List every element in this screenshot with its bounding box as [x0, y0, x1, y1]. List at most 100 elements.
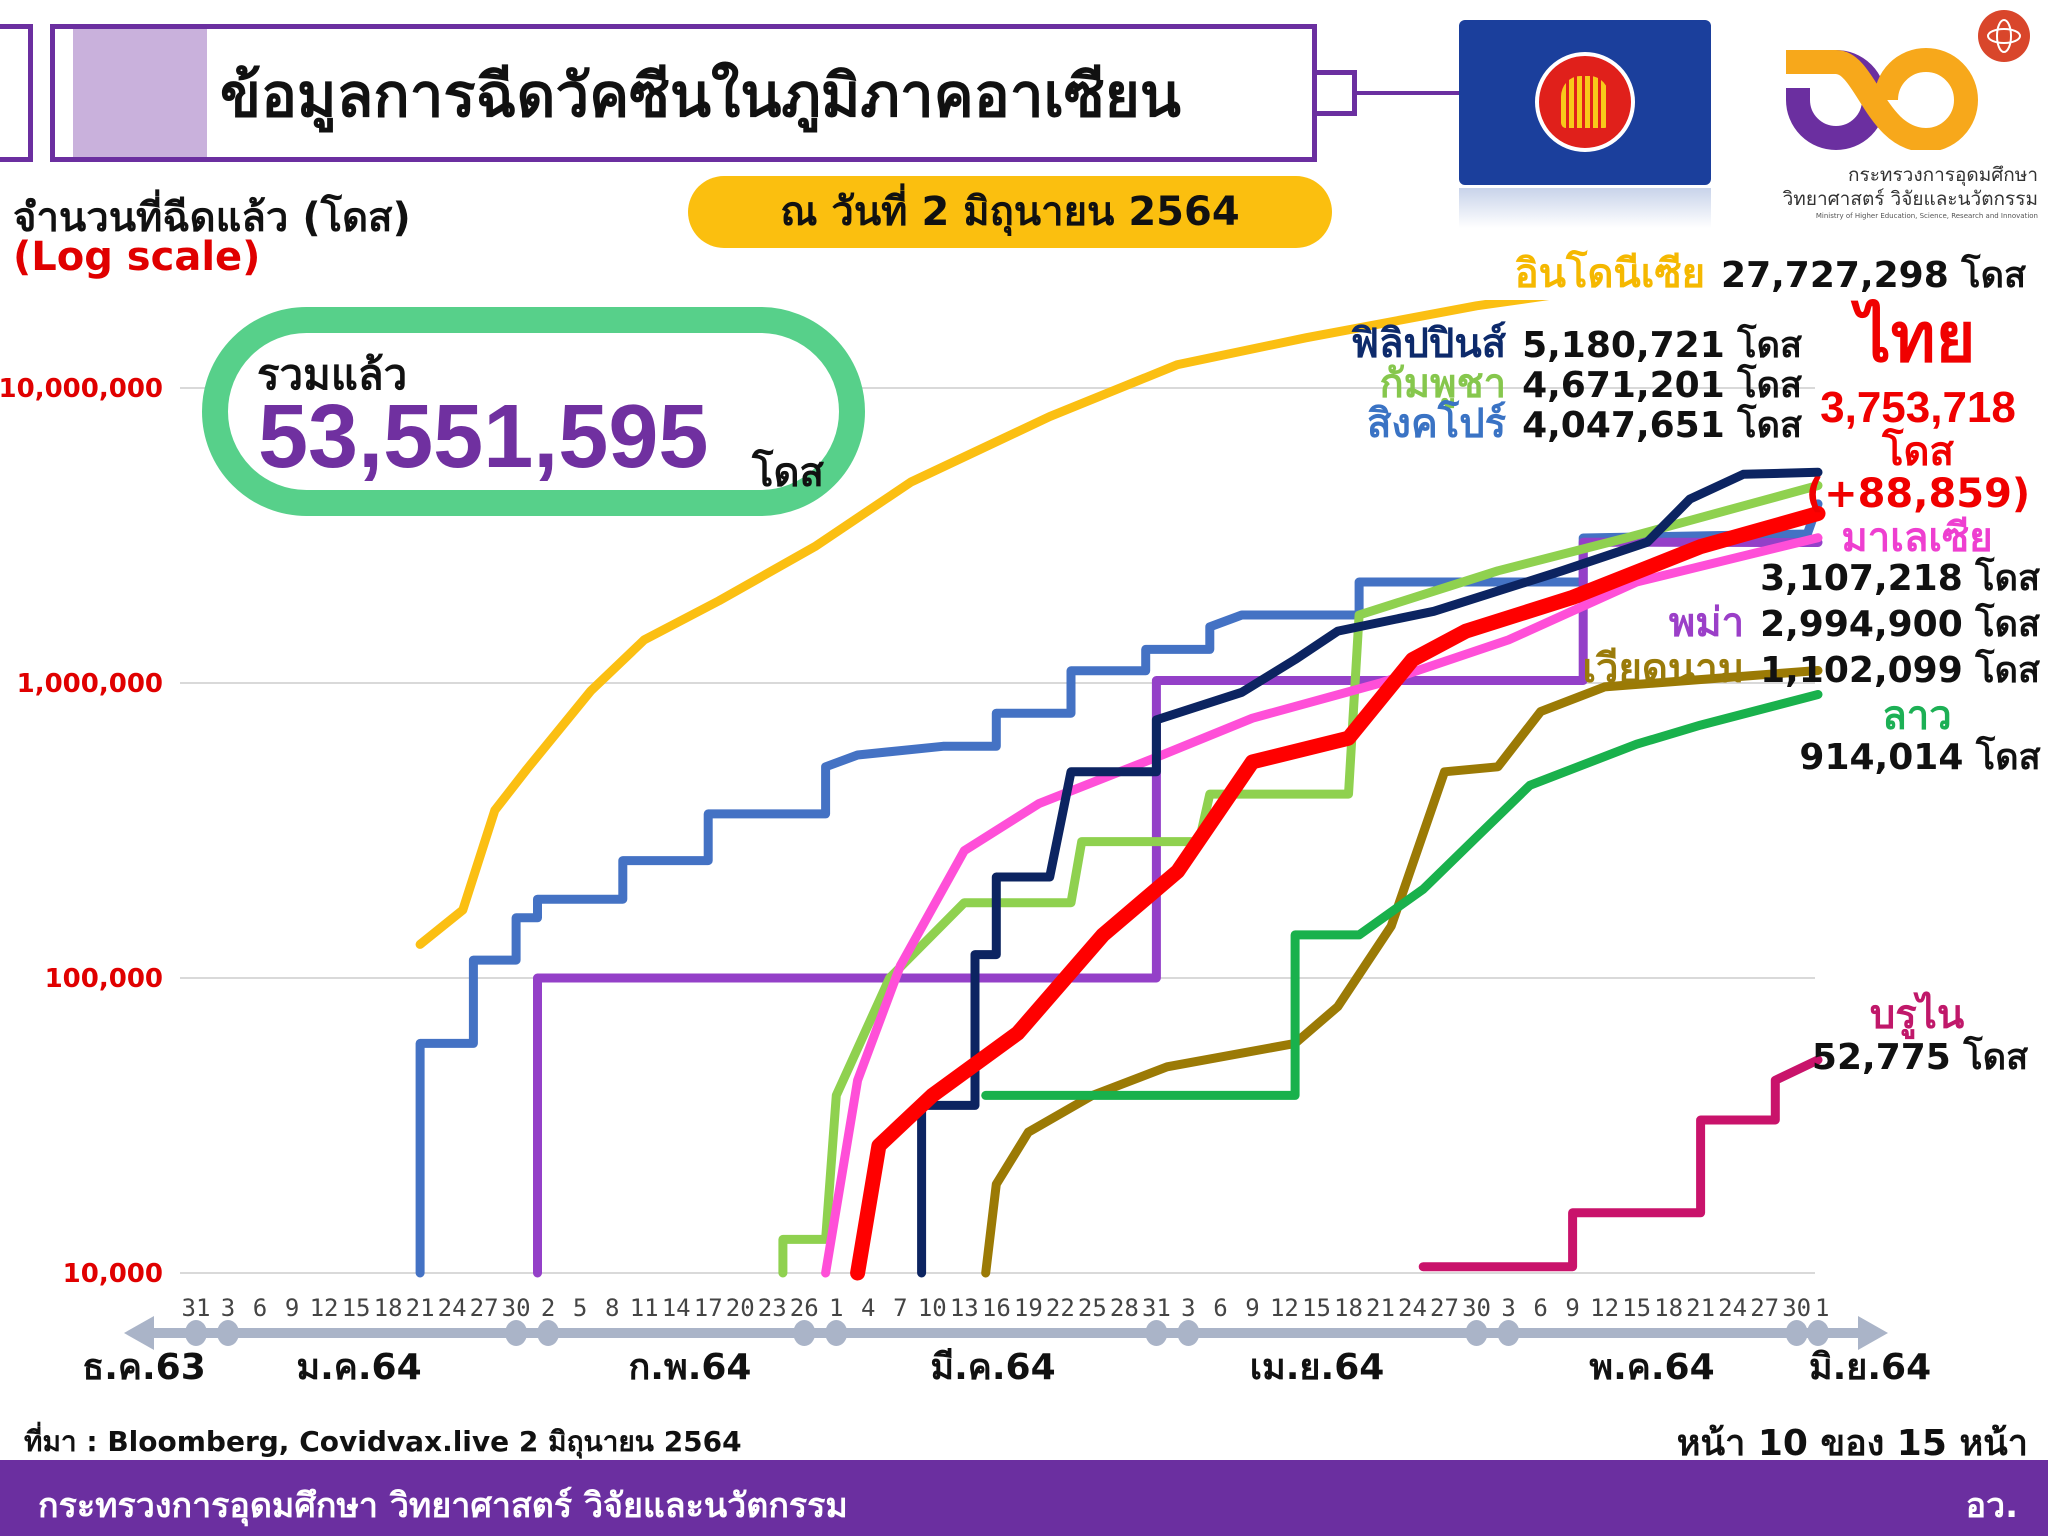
month-boundary-dot [825, 1320, 848, 1346]
x-tick-label: 1 [829, 1294, 843, 1322]
date-pill: ณ วันที่ 2 มิถุนายน 2564 [688, 176, 1332, 248]
x-tick-label: 21 [406, 1294, 435, 1322]
x-tick-label: 31 [1142, 1294, 1171, 1322]
series-line-vietnam [981, 666, 1823, 1278]
month-boundary-dot [1145, 1320, 1168, 1346]
legend-value: 27,727,298 โดส [1721, 255, 2026, 296]
source-text: ที่มา : Bloomberg, Covidvax.live 2 มิถุน… [24, 1425, 742, 1458]
legend-laos-name: ลาว [1882, 693, 1952, 739]
series-line-indonesia [415, 300, 1550, 949]
x-tick-label: 24 [1398, 1294, 1427, 1322]
x-tick-label: 8 [605, 1294, 619, 1322]
x-tick-label: 30 [1782, 1294, 1811, 1322]
x-tick-label: 15 [1302, 1294, 1331, 1322]
legend-thailand-unit: โดส [1882, 429, 1954, 475]
y-tick-label: 100,000 [45, 964, 163, 994]
x-tick-label: 19 [1014, 1294, 1043, 1322]
month-boundary-dot [1807, 1320, 1829, 1346]
syringe-needle-base [1317, 70, 1357, 116]
legend-name: สิงคโปร์ [1367, 401, 1507, 447]
legend-indonesia: อินโดนีเซีย 27,727,298 โดส [1515, 254, 2026, 294]
legend-name: อินโดนีเซีย [1514, 251, 1706, 297]
x-tick-label: 24 [438, 1294, 467, 1322]
x-tick-label: 6 [1213, 1294, 1227, 1322]
legend-value: 2,994,900 โดส [1760, 604, 2040, 645]
month-label: พ.ค.64 [1589, 1347, 1715, 1388]
x-axis-right-arrow-icon [1858, 1316, 1888, 1350]
logo-name-en: Ministry of Higher Education, Science, R… [1815, 212, 2038, 220]
legend-singapore: สิงคโปร์ 4,047,651 โดส [1367, 404, 1802, 444]
x-tick-label: 6 [253, 1294, 267, 1322]
month-boundary-dot [1785, 1320, 1808, 1346]
x-tick-label: 18 [374, 1294, 403, 1322]
x-tick-label: 11 [630, 1294, 659, 1322]
date-text: ณ วันที่ 2 มิถุนายน 2564 [780, 189, 1240, 235]
month-label: มิ.ย.64 [1808, 1347, 1932, 1388]
ministry-logo-mark [1786, 10, 2030, 153]
legend-malaysia-name: มาเลเซีย [1841, 515, 1993, 561]
x-tick-label: 31 [182, 1294, 211, 1322]
legend-name: เวียดนาม [1582, 646, 1745, 692]
x-tick-label: 27 [470, 1294, 499, 1322]
x-tick-label: 18 [1654, 1294, 1683, 1322]
x-tick-label: 12 [1590, 1294, 1619, 1322]
month-label: ก.พ.64 [628, 1347, 752, 1388]
x-tick-label: 3 [221, 1294, 235, 1322]
x-tick-label: 15 [342, 1294, 371, 1322]
x-tick-label: 24 [1718, 1294, 1747, 1322]
month-boundary-dot [1177, 1320, 1200, 1346]
x-tick-label: 23 [758, 1294, 787, 1322]
x-tick-label: 30 [1462, 1294, 1491, 1322]
x-tick-label: 21 [1686, 1294, 1715, 1322]
total-label: รวมแล้ว [257, 350, 408, 399]
footer-bar: กระทรวงการอุดมศึกษา วิทยาศาสตร์ วิจัยและ… [0, 1460, 2048, 1536]
series-line-cambodia [778, 481, 1823, 1278]
legend-name: ฟิลิปปินส์ [1350, 321, 1507, 367]
x-tick-label: 16 [982, 1294, 1011, 1322]
x-tick-label: 22 [1046, 1294, 1075, 1322]
footer-short: อว. [1965, 1486, 2018, 1526]
x-tick-label: 27 [1750, 1294, 1779, 1322]
x-tick-label: 17 [694, 1294, 723, 1322]
x-tick-label: 6 [1533, 1294, 1547, 1322]
x-tick-label: 4 [861, 1294, 875, 1322]
month-label: มี.ค.64 [930, 1347, 1056, 1388]
month-label: ม.ค.64 [296, 1347, 422, 1388]
syringe-plunger [0, 24, 33, 162]
y-tick-label: 1,000,000 [17, 669, 163, 699]
legend-brunei-value: 52,775 โดส [1811, 1037, 2029, 1078]
series-line-brunei [1418, 1055, 1823, 1272]
x-tick-label: 30 [502, 1294, 531, 1322]
series-line-singapore [415, 499, 1823, 1278]
x-tick-label: 14 [662, 1294, 691, 1322]
series-line-laos [981, 690, 1823, 1100]
x-tick-label: 3 [1501, 1294, 1515, 1322]
page-title: ข้อมูลการฉีดวัคซีนในภูมิภาคอาเซียน [220, 61, 1181, 131]
x-tick-label: 10 [918, 1294, 947, 1322]
legend-malaysia-value: 3,107,218 โดส [1760, 558, 2040, 599]
legend-value: 4,047,651 โดส [1522, 405, 1802, 446]
atom-icon [1978, 10, 2030, 62]
legend-philippines: ฟิลิปปินส์ 5,180,721 โดส [1351, 324, 1802, 364]
asean-flag-icon [1459, 20, 1711, 185]
x-tick-label: 15 [1622, 1294, 1651, 1322]
month-boundary-dot [505, 1320, 528, 1346]
x-tick-label: 18 [1334, 1294, 1363, 1322]
x-tick-label: 27 [1430, 1294, 1459, 1322]
legend-myanmar: พม่า 2,994,900 โดส [1669, 603, 2040, 643]
legend-value: 4,671,201 โดส [1522, 365, 1802, 406]
legend-name: พม่า [1668, 600, 1745, 646]
y-tick-label: 10,000,000 [0, 374, 163, 404]
x-tick-label: 9 [1245, 1294, 1259, 1322]
x-tick-label: 28 [1110, 1294, 1139, 1322]
total-value: 53,551,595 [258, 387, 709, 487]
x-tick-label: 1 [1815, 1294, 1829, 1322]
x-tick-label: 5 [573, 1294, 587, 1322]
legend-thailand-delta: (+88,859) [1805, 471, 2031, 517]
x-tick-label: 9 [285, 1294, 299, 1322]
y-tick-label: 10,000 [63, 1259, 163, 1289]
page-indicator: หน้า 10 ของ 15 หน้า [1676, 1423, 2028, 1464]
series-line-myanmar [533, 537, 1823, 1278]
x-tick-label: 3 [1181, 1294, 1195, 1322]
